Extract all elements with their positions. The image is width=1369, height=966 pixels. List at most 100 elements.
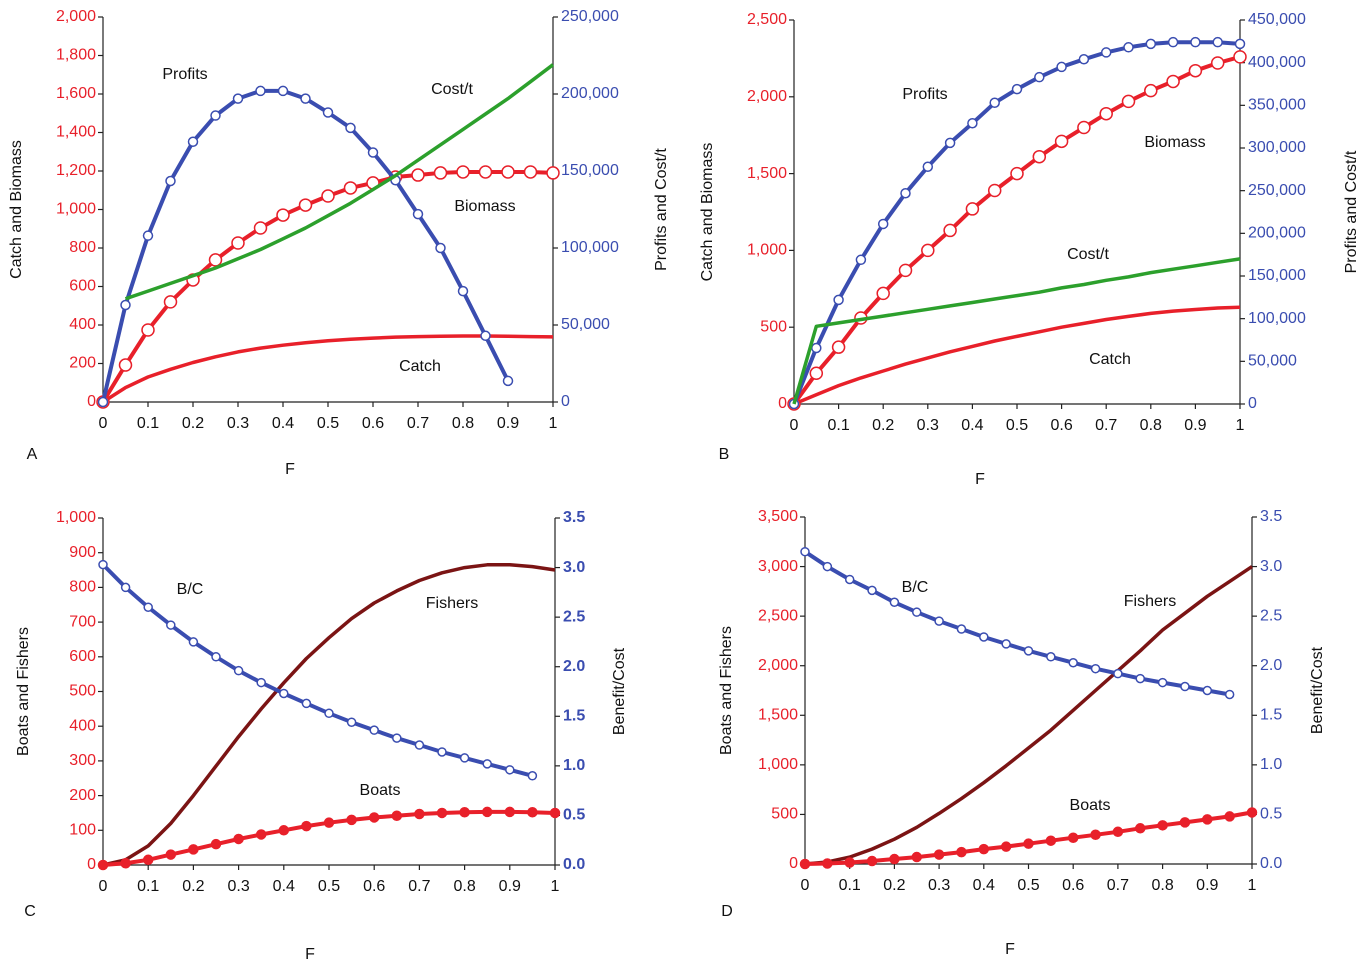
x-tick-label: 0.7 xyxy=(407,415,429,432)
marker xyxy=(324,708,334,719)
marker xyxy=(188,637,199,647)
marker xyxy=(889,853,900,865)
x-tick-label: 0.4 xyxy=(961,417,983,434)
series-line xyxy=(792,54,1241,406)
series-label: Boats xyxy=(360,782,401,799)
y-tick-label: 1,200 xyxy=(56,162,96,179)
marker xyxy=(459,807,470,818)
marker xyxy=(822,561,833,572)
marker xyxy=(1157,820,1168,831)
marker xyxy=(1224,689,1235,700)
x-tick-label: 0.6 xyxy=(1050,417,1072,434)
y-tick-label: 900 xyxy=(69,544,96,561)
marker xyxy=(1234,38,1246,50)
marker xyxy=(210,110,221,121)
marker xyxy=(480,330,491,342)
series-label: Cost/t xyxy=(1067,246,1109,263)
marker xyxy=(1144,83,1158,98)
series-label: Profits xyxy=(902,86,947,103)
marker xyxy=(822,858,833,869)
panel-label: D xyxy=(721,903,733,920)
x-tick-label: 0.1 xyxy=(137,878,159,895)
marker xyxy=(120,858,131,869)
panel: 0 100 200 300 400 500 600 700 800 900 1,000 0.0 0.5 1… xyxy=(15,509,628,963)
marker xyxy=(253,221,268,235)
y-tick-label: 400 xyxy=(69,316,96,333)
x-tick-label: 0.6 xyxy=(362,415,384,432)
marker xyxy=(831,340,846,354)
marker xyxy=(412,208,424,220)
marker xyxy=(1067,832,1079,843)
x-tick-label: 0.9 xyxy=(1184,417,1206,434)
marker xyxy=(120,582,131,593)
marker xyxy=(844,574,855,585)
marker xyxy=(369,725,379,735)
marker xyxy=(1034,71,1045,83)
marker xyxy=(142,230,154,241)
marker xyxy=(898,263,913,278)
marker xyxy=(166,620,176,630)
y-tick-label: 600 xyxy=(69,278,96,295)
marker xyxy=(1090,663,1101,674)
marker xyxy=(1011,83,1023,95)
marker xyxy=(527,771,538,781)
marker xyxy=(118,358,133,372)
x-tick-label: 0.5 xyxy=(1006,417,1028,434)
y-tick-label: 0 xyxy=(87,856,96,873)
marker xyxy=(482,759,492,769)
marker xyxy=(1023,646,1034,656)
series-line xyxy=(101,88,510,403)
marker xyxy=(1112,826,1124,838)
marker xyxy=(322,107,334,118)
y-tick-label: 3,500 xyxy=(758,508,798,525)
marker xyxy=(346,717,357,727)
y2-tick-label: 1.5 xyxy=(563,708,585,725)
series-line xyxy=(102,334,554,404)
x-tick-label: 0.2 xyxy=(182,878,204,895)
x-tick-label: 0.4 xyxy=(272,415,294,432)
marker xyxy=(414,808,425,820)
x-tick-label: 0.7 xyxy=(1107,877,1129,894)
series-label: B/C xyxy=(177,581,204,598)
x-tick-label: 0.8 xyxy=(1140,417,1162,434)
marker xyxy=(1078,54,1090,65)
y2-axis-label: Benefit/Cost xyxy=(1309,646,1326,734)
panel-label: A xyxy=(27,446,38,463)
marker xyxy=(1202,814,1213,825)
marker xyxy=(120,299,131,311)
marker xyxy=(165,175,176,187)
y2-tick-label: 2.5 xyxy=(1260,607,1282,624)
x-axis-label: F xyxy=(975,471,985,488)
y2-tick-label: 50,000 xyxy=(561,316,610,333)
y-tick-label: 1,500 xyxy=(758,707,798,724)
series-line xyxy=(793,305,1241,406)
y2-tick-label: 150,000 xyxy=(1248,267,1306,284)
y-tick-label: 2,000 xyxy=(56,8,96,25)
x-tick-label: 0.3 xyxy=(917,417,939,434)
y2-tick-label: 200,000 xyxy=(1248,225,1306,242)
marker xyxy=(1157,677,1168,688)
y-tick-label: 2,000 xyxy=(747,88,787,105)
marker xyxy=(278,825,290,836)
x-tick-label: 0.3 xyxy=(227,415,249,432)
marker xyxy=(321,189,335,203)
marker xyxy=(1010,166,1024,181)
marker xyxy=(255,829,267,840)
marker xyxy=(301,698,312,709)
marker xyxy=(1179,817,1191,828)
y2-tick-label: 250,000 xyxy=(1248,182,1306,199)
y2-tick-label: 250,000 xyxy=(561,8,619,25)
y2-axis-label: Benefit/Cost xyxy=(611,647,628,735)
marker xyxy=(1224,811,1235,822)
series-line xyxy=(102,563,556,867)
marker xyxy=(504,806,516,818)
marker xyxy=(435,242,446,254)
panel-label: C xyxy=(24,903,36,920)
y-tick-label: 400 xyxy=(69,717,96,734)
marker xyxy=(922,161,934,173)
marker xyxy=(989,97,1000,109)
x-tick-label: 0.7 xyxy=(1095,417,1117,434)
x-tick-label: 0 xyxy=(99,878,108,895)
x-tick-label: 1 xyxy=(551,878,560,895)
marker xyxy=(1045,835,1057,846)
